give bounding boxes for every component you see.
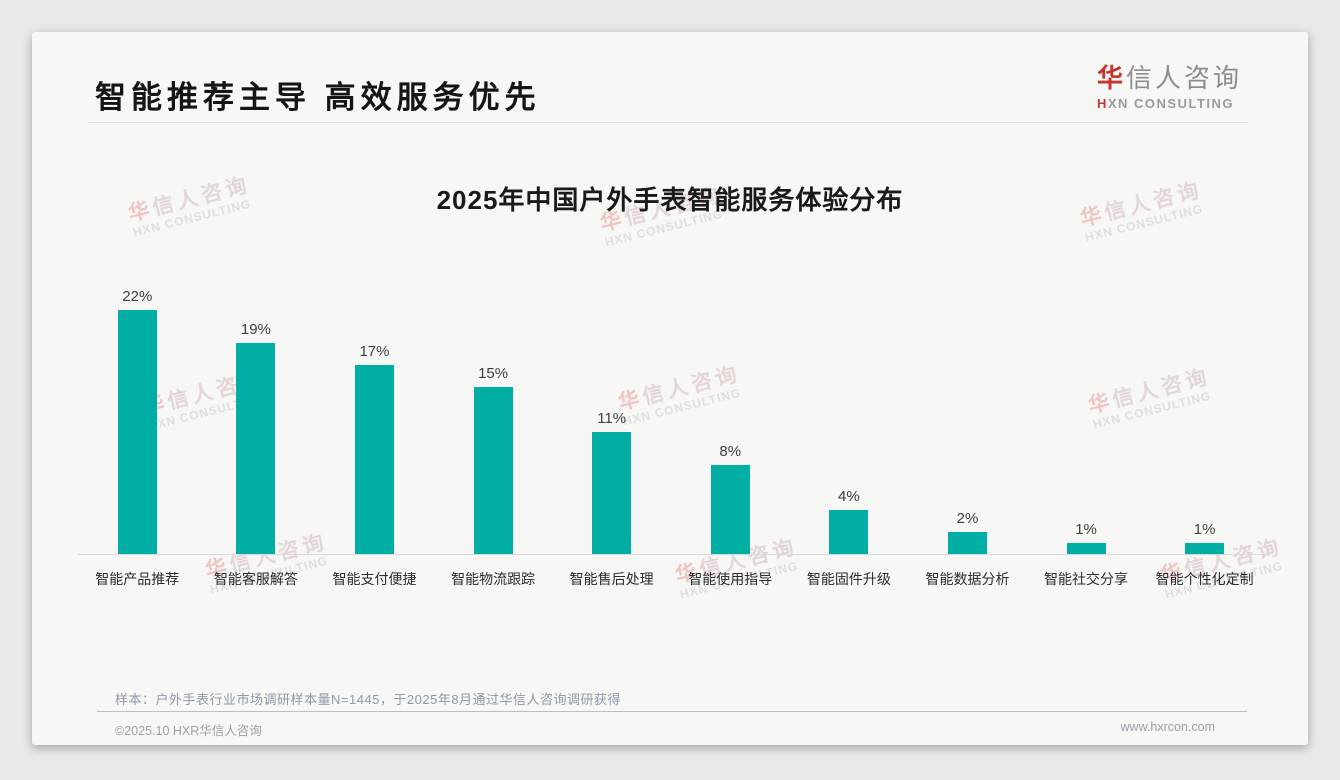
logo-cn-text: 华信人咨询	[1097, 58, 1242, 95]
bar-value-label: 1%	[1075, 521, 1097, 538]
company-logo: 华信人咨询 HXN CONSULTING	[1097, 58, 1242, 111]
bar-column: 15%	[434, 274, 553, 554]
bar-column: 2%	[908, 274, 1027, 554]
logo-cn-accent: 华	[1096, 63, 1126, 93]
bar	[1066, 543, 1106, 554]
bar	[592, 432, 632, 554]
x-axis-category-label: 智能数据分析	[925, 571, 1010, 587]
bar	[473, 387, 513, 554]
bar-chart: 22% 19% 17% 15% 11% 8% 4% 2% 1% 1%	[78, 274, 1264, 554]
bar	[236, 343, 276, 554]
bar	[1185, 543, 1225, 554]
footer-row: ©2025.10 HXR华信人咨询 www.hxrcon.com	[115, 720, 1215, 739]
slide-card: 华信人咨询 HXN CONSULTING 华信人咨询 HXN CONSULTING 华信…	[32, 32, 1308, 745]
x-axis-category-label: 智能个性化定制	[1155, 571, 1254, 587]
logo-en-rest: XN CONSULTING	[1107, 96, 1235, 111]
bar-value-label: 15%	[478, 365, 509, 382]
bar-value-label: 1%	[1193, 521, 1216, 538]
bar-value-label: 8%	[719, 443, 742, 460]
logo-cn-rest: 信人咨询	[1125, 63, 1242, 93]
header-divider	[88, 122, 1248, 123]
bar-value-label: 2%	[956, 510, 979, 527]
x-axis-category-label: 智能使用指导	[688, 571, 773, 587]
logo-en-accent: H	[1096, 96, 1108, 111]
bar-column: 4%	[790, 274, 909, 554]
bar	[117, 310, 157, 554]
x-axis-category-label: 智能售后处理	[569, 571, 654, 587]
bar	[947, 532, 987, 554]
bar-column: 22%	[78, 274, 197, 554]
sample-note: 样本：户外手表行业市场调研样本量N=1445，于2025年8月通过华信人咨询调研…	[115, 692, 622, 707]
x-axis-category-label: 智能客服解答	[213, 571, 298, 587]
bar-value-label: 11%	[597, 410, 627, 427]
bar-column: 11%	[552, 274, 671, 554]
bar-column: 19%	[197, 274, 316, 554]
bar	[829, 510, 869, 554]
x-axis-category-label: 智能支付便捷	[332, 571, 417, 587]
bar-value-label: 17%	[359, 343, 390, 360]
bar	[354, 365, 394, 554]
x-axis-category-label: 智能固件升级	[806, 571, 891, 587]
footer-divider	[97, 711, 1247, 712]
website-text: www.hxrcon.com	[1120, 720, 1215, 734]
chart-title: 2025年中国户外手表智能服务体验分布	[436, 185, 904, 215]
bar-column: 8%	[671, 274, 790, 554]
logo-en-text: HXN CONSULTING	[1097, 96, 1242, 111]
bar-value-label: 4%	[838, 488, 860, 505]
bar-column: 1%	[1027, 274, 1146, 554]
x-axis-line	[78, 554, 1264, 555]
bar	[710, 465, 750, 554]
copyright-text: ©2025.10 HXR华信人咨询	[115, 724, 262, 738]
bar-value-label: 19%	[240, 321, 271, 338]
x-axis-category-label: 智能社交分享	[1044, 571, 1129, 587]
x-axis-category-label: 智能物流跟踪	[451, 571, 536, 587]
x-axis-category-label: 智能产品推荐	[95, 571, 180, 587]
x-axis-labels: 智能产品推荐 智能客服解答 智能支付便捷 智能物流跟踪 智能售后处理 智能使用指导 智能固件…	[78, 569, 1264, 589]
bar-column: 17%	[315, 274, 434, 554]
page-title: 智能推荐主导 高效服务优先	[95, 80, 541, 115]
bar-column: 1%	[1145, 274, 1264, 554]
bar-value-label: 22%	[122, 288, 153, 305]
